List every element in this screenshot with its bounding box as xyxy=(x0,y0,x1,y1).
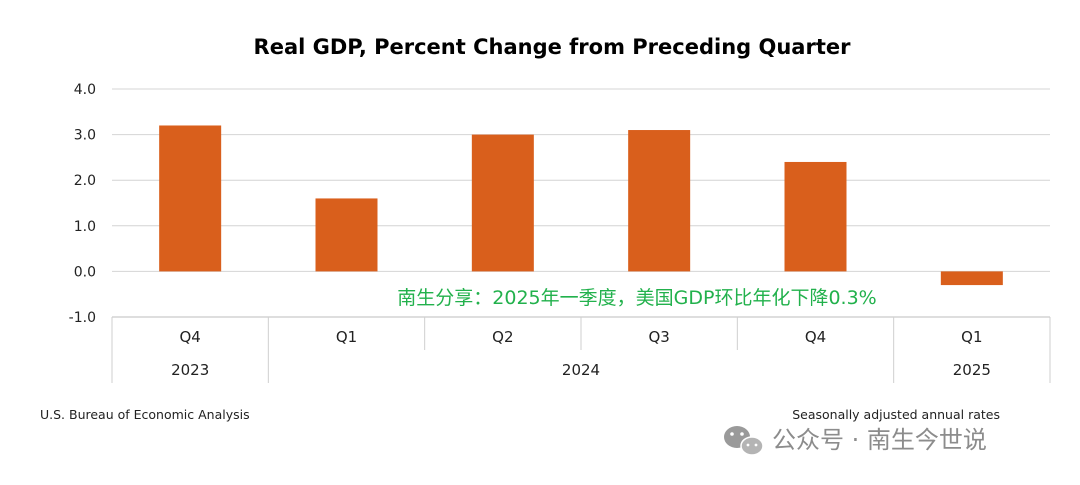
year-label: 2025 xyxy=(953,361,991,379)
y-tick-label: 2.0 xyxy=(74,173,96,189)
year-label: 2024 xyxy=(562,361,600,379)
annotation-text: 南生分享：2025年一季度，美国GDP环比年化下降0.3% xyxy=(397,287,876,309)
wechat-icon xyxy=(724,426,764,456)
bars xyxy=(159,125,1003,286)
x-axis: Q4 Q1 Q2 Q3 Q4 Q1 2023 2024 2025 xyxy=(111,316,1051,383)
category-label: Q2 xyxy=(492,328,513,346)
rates-note: Seasonally adjusted annual rates xyxy=(792,407,1000,422)
bar xyxy=(784,161,847,272)
category-label: Q3 xyxy=(648,328,669,346)
chart-title: Real GDP, Percent Change from Preceding … xyxy=(254,35,852,59)
bar xyxy=(471,134,534,272)
category-label: Q1 xyxy=(961,328,982,346)
y-axis-ticks: 4.0 3.0 2.0 1.0 0.0 -1.0 xyxy=(69,82,96,326)
source-note: U.S. Bureau of Economic Analysis xyxy=(40,407,250,422)
category-label: Q4 xyxy=(805,328,826,346)
y-tick-label: 4.0 xyxy=(74,82,96,98)
y-tick-label: 1.0 xyxy=(74,219,96,235)
bar xyxy=(159,125,222,272)
year-label: 2023 xyxy=(171,361,209,379)
bar xyxy=(315,198,378,272)
y-tick-label: 3.0 xyxy=(74,128,96,144)
y-tick-label: 0.0 xyxy=(74,264,96,280)
category-label: Q1 xyxy=(336,328,357,346)
category-label: Q4 xyxy=(179,328,200,346)
y-tick-label: -1.0 xyxy=(69,310,96,326)
bar xyxy=(940,271,1003,286)
bar xyxy=(628,130,691,272)
gridlines xyxy=(112,88,1050,318)
watermark-text: 公众号 · 南生今世说 xyxy=(772,426,987,454)
watermark: 公众号 · 南生今世说 xyxy=(724,426,987,456)
